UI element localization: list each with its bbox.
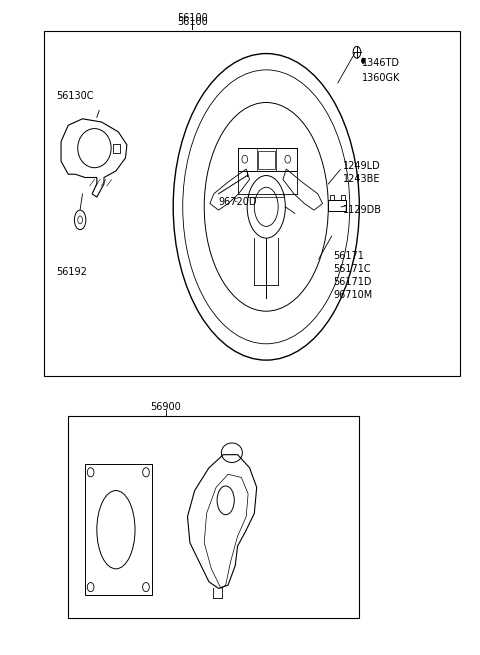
Text: 1129DB: 1129DB: [343, 205, 382, 215]
Bar: [113, 143, 120, 153]
Text: 1346TD: 1346TD: [362, 58, 400, 68]
Text: 56171C: 56171C: [333, 264, 371, 274]
Text: 56130C: 56130C: [56, 91, 94, 101]
Bar: [44, 31, 459, 377]
Bar: [330, 195, 334, 200]
Bar: [258, 151, 275, 169]
Text: 96720D: 96720D: [218, 196, 257, 206]
Text: 96710M: 96710M: [333, 290, 372, 300]
Text: 56900: 56900: [151, 402, 181, 412]
Bar: [341, 195, 345, 200]
Text: 56171: 56171: [333, 251, 364, 261]
Text: 1249LD: 1249LD: [343, 160, 380, 171]
Ellipse shape: [362, 58, 364, 64]
Text: 56192: 56192: [56, 267, 87, 277]
Text: 1360GK: 1360GK: [362, 73, 400, 83]
Bar: [85, 464, 152, 595]
Text: 56100: 56100: [177, 12, 208, 23]
Text: 56171D: 56171D: [333, 277, 372, 287]
Bar: [328, 200, 347, 212]
Bar: [68, 415, 360, 618]
Text: 1243BE: 1243BE: [343, 174, 380, 185]
Text: c: c: [233, 197, 237, 203]
Text: 56100: 56100: [177, 17, 208, 28]
